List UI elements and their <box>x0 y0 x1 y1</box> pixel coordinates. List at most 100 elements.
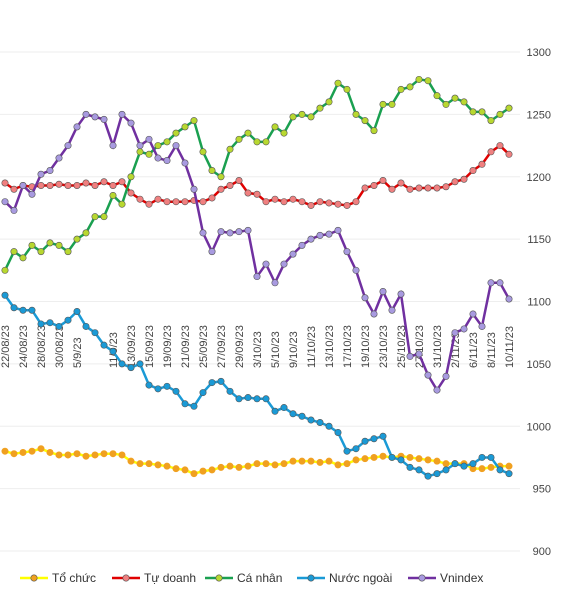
point <box>406 352 414 360</box>
point <box>172 129 180 137</box>
point <box>109 181 117 189</box>
point <box>361 455 369 463</box>
point <box>1 447 9 455</box>
point <box>307 235 315 243</box>
point <box>451 94 459 102</box>
point <box>10 185 18 193</box>
point <box>343 248 351 256</box>
point <box>325 98 333 106</box>
point <box>82 229 90 237</box>
point <box>145 381 153 389</box>
point <box>235 463 243 471</box>
point <box>73 450 81 458</box>
point <box>496 142 504 150</box>
point <box>334 428 342 436</box>
point <box>451 460 459 468</box>
point <box>109 450 117 458</box>
point <box>136 142 144 150</box>
point <box>172 198 180 206</box>
point <box>190 402 198 410</box>
x-tick-label: 25/10/23 <box>396 325 408 368</box>
x-tick-label: 21/09/23 <box>180 325 192 368</box>
legend-marker <box>215 574 223 582</box>
point <box>91 451 99 459</box>
legend-label: Tổ chức <box>52 571 96 585</box>
point <box>370 453 378 461</box>
point <box>208 466 216 474</box>
point <box>343 85 351 93</box>
y-tick-label: 950 <box>533 484 551 496</box>
point <box>208 167 216 175</box>
point <box>163 462 171 470</box>
point <box>19 254 27 262</box>
point <box>406 83 414 91</box>
point <box>64 142 72 150</box>
x-tick-label: 30/08/23 <box>54 325 66 368</box>
point <box>55 322 63 330</box>
point <box>145 135 153 143</box>
point <box>100 115 108 123</box>
x-tick-label: 5/9/23 <box>72 337 84 368</box>
point <box>406 453 414 461</box>
point <box>10 304 18 312</box>
legend-label: Tự doanh <box>144 571 196 585</box>
point <box>334 79 342 87</box>
point <box>154 385 162 393</box>
point <box>91 113 99 121</box>
point <box>145 200 153 208</box>
point <box>10 450 18 458</box>
point <box>253 395 261 403</box>
point <box>145 460 153 468</box>
point <box>136 360 144 368</box>
point <box>64 248 72 256</box>
point <box>352 456 360 464</box>
point <box>226 229 234 237</box>
point <box>118 451 126 459</box>
point <box>289 195 297 203</box>
point <box>343 201 351 209</box>
point <box>127 457 135 465</box>
point <box>460 98 468 106</box>
point <box>415 75 423 83</box>
point <box>181 400 189 408</box>
point <box>46 448 54 456</box>
point <box>433 92 441 100</box>
point <box>397 290 405 298</box>
point <box>199 467 207 475</box>
x-tick-label: 6/11/23 <box>468 332 480 368</box>
point <box>388 185 396 193</box>
point <box>370 181 378 189</box>
point <box>109 191 117 199</box>
point <box>415 184 423 192</box>
point <box>280 404 288 412</box>
point <box>37 320 45 328</box>
point <box>388 100 396 108</box>
point <box>127 364 135 372</box>
x-tick-label: 27/10/23 <box>414 325 426 368</box>
point <box>460 175 468 183</box>
point <box>325 230 333 238</box>
point <box>100 178 108 186</box>
point <box>73 181 81 189</box>
point <box>487 117 495 125</box>
x-tick-label: 19/09/23 <box>162 325 174 368</box>
point <box>298 457 306 465</box>
point <box>244 394 252 402</box>
point <box>172 387 180 395</box>
point <box>109 142 117 150</box>
point <box>28 447 36 455</box>
point <box>379 432 387 440</box>
point <box>163 138 171 146</box>
point <box>91 181 99 189</box>
point <box>82 322 90 330</box>
x-tick-label: 8/11/23 <box>486 332 498 368</box>
point <box>244 129 252 137</box>
point <box>379 176 387 184</box>
point <box>415 455 423 463</box>
point <box>127 119 135 127</box>
point <box>307 457 315 465</box>
point <box>334 226 342 234</box>
point <box>361 437 369 445</box>
